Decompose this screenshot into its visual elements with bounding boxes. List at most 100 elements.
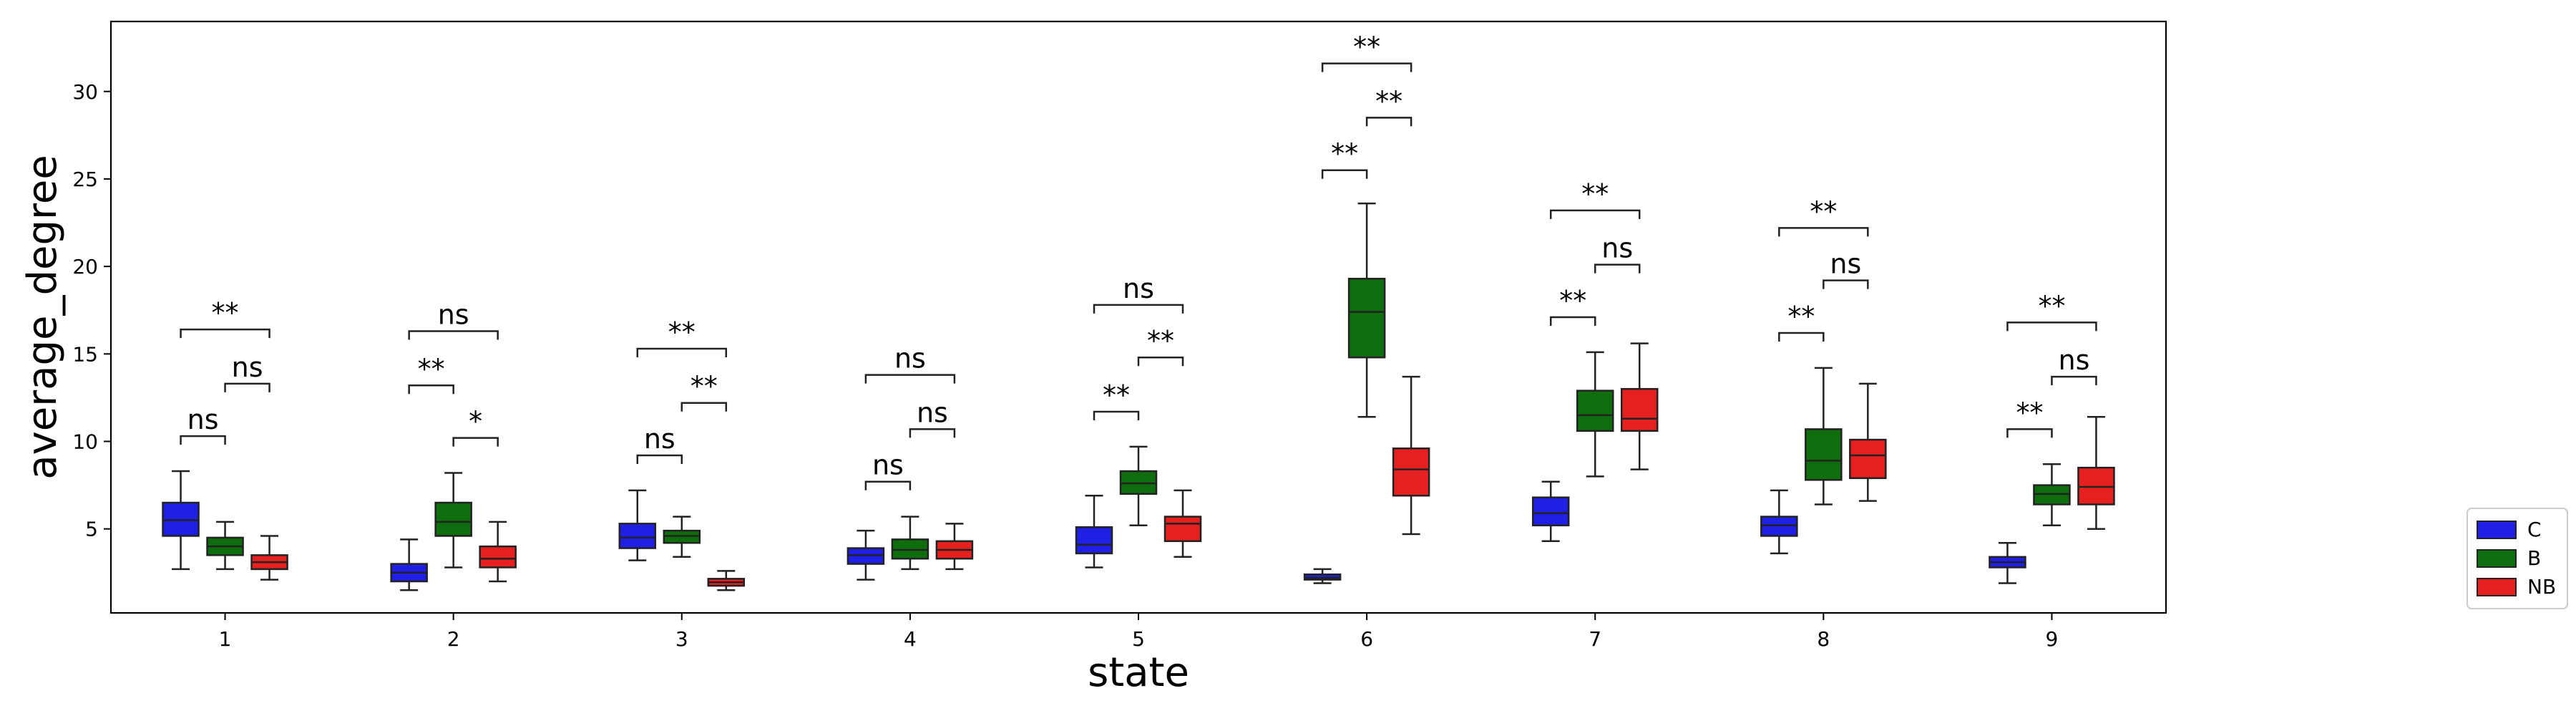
significance-label: ** bbox=[1353, 32, 1380, 63]
box-NB-state-4 bbox=[935, 523, 974, 571]
y-tick-label: 20 bbox=[72, 255, 98, 279]
significance-bracket: ** bbox=[1093, 379, 1140, 420]
bracket-line bbox=[1137, 356, 1184, 367]
box-body bbox=[1392, 448, 1430, 497]
significance-bracket: ns bbox=[224, 352, 270, 392]
bracket-line bbox=[1321, 62, 1413, 72]
bracket-line bbox=[636, 454, 683, 465]
bracket-line bbox=[1778, 332, 1825, 342]
box-B-state-4 bbox=[891, 516, 930, 571]
x-tick-label: 8 bbox=[1817, 627, 1830, 651]
significance-bracket: ** bbox=[636, 316, 728, 357]
box-C-state-8 bbox=[1760, 489, 1798, 555]
box-C-state-3 bbox=[618, 489, 657, 561]
plot-area: 5 10 15 20 25 30 1 2 3 4 5 6 7 8 9 bbox=[72, 20, 2167, 651]
legend-swatch-C bbox=[2477, 521, 2517, 539]
y-tick-label: 30 bbox=[72, 80, 98, 104]
box-NB-state-6 bbox=[1392, 375, 1430, 536]
x-tick-label: 4 bbox=[904, 627, 917, 651]
significance-label: ns bbox=[644, 423, 675, 455]
significance-label: ** bbox=[2016, 397, 2043, 428]
bracket-line bbox=[180, 328, 270, 339]
significance-label: ** bbox=[691, 371, 718, 402]
significance-bracket: ** bbox=[408, 353, 454, 395]
box-body bbox=[1075, 526, 1113, 555]
x-axis-title: state bbox=[1088, 649, 1189, 696]
box-NB-state-7 bbox=[1620, 342, 1659, 470]
bracket-line bbox=[909, 428, 956, 438]
bracket-line bbox=[1549, 316, 1596, 326]
legend-swatch-B bbox=[2477, 549, 2517, 568]
box-body bbox=[1163, 516, 1202, 543]
significance-label: ** bbox=[1581, 178, 1609, 210]
bracket-line bbox=[1093, 410, 1140, 420]
significance-label: ** bbox=[2038, 290, 2065, 321]
significance-label: * bbox=[469, 406, 482, 437]
bracket-line bbox=[2006, 321, 2097, 332]
box-body bbox=[1531, 496, 1570, 527]
significance-label: ns bbox=[1123, 273, 1154, 304]
box-body bbox=[1347, 277, 1386, 359]
box-NB-state-3 bbox=[707, 570, 746, 591]
bracket-line bbox=[408, 330, 499, 340]
significance-bracket: ** bbox=[1778, 195, 1869, 237]
box-body bbox=[1805, 428, 1843, 481]
bracket-line bbox=[636, 347, 728, 357]
bracket-line bbox=[2051, 375, 2097, 386]
significance-label: ** bbox=[1559, 285, 1586, 316]
legend: CB NB bbox=[2467, 508, 2568, 609]
x-tick-label: 9 bbox=[2046, 627, 2059, 651]
box-B-state-5 bbox=[1119, 445, 1158, 527]
x-tick-label: 5 bbox=[1132, 627, 1145, 651]
x-tick-label: 1 bbox=[219, 627, 232, 651]
significance-bracket: ns bbox=[2051, 344, 2097, 386]
significance-label: ns bbox=[894, 343, 926, 374]
y-tick-label: 5 bbox=[85, 518, 98, 541]
box-body bbox=[1849, 438, 1887, 480]
legend-label-B: B bbox=[2527, 546, 2541, 570]
bracket-line bbox=[1778, 227, 1869, 237]
bracket-line bbox=[1594, 263, 1641, 274]
significance-bracket: ns bbox=[636, 423, 683, 465]
box-body bbox=[1620, 387, 1659, 432]
y-tick-label: 10 bbox=[72, 430, 98, 454]
bracket-line bbox=[452, 437, 499, 447]
box-C-state-2 bbox=[390, 538, 428, 591]
box-C-state-1 bbox=[162, 470, 200, 571]
significance-label: ns bbox=[872, 450, 904, 481]
x-tick-label: 7 bbox=[1589, 627, 1601, 651]
significance-label: ** bbox=[1103, 379, 1130, 411]
significance-annotations: nsns*****nsns****nsnsns****ns********ns*… bbox=[180, 32, 2097, 490]
significance-bracket: ** bbox=[1321, 138, 1368, 179]
box-body bbox=[479, 545, 517, 569]
box-NB-state-1 bbox=[250, 535, 288, 581]
box-body bbox=[434, 501, 472, 537]
significance-bracket: ns bbox=[408, 299, 499, 340]
y-axis-title: average_degree bbox=[19, 155, 66, 480]
significance-label: ** bbox=[1147, 325, 1174, 357]
significance-bracket: ** bbox=[2006, 290, 2097, 332]
legend-swatch-NB bbox=[2477, 578, 2517, 596]
significance-bracket: ** bbox=[1321, 32, 1413, 72]
significance-bracket: ns bbox=[864, 343, 956, 384]
significance-bracket: ns bbox=[864, 450, 912, 490]
legend-label-C: C bbox=[2527, 518, 2542, 541]
box-C-state-5 bbox=[1075, 495, 1113, 569]
significance-bracket: * bbox=[452, 406, 499, 447]
significance-label: ns bbox=[1601, 233, 1633, 264]
box-C-state-9 bbox=[1989, 541, 2026, 584]
significance-label: ** bbox=[668, 316, 696, 348]
bracket-line bbox=[1321, 169, 1368, 179]
box-B-state-8 bbox=[1805, 367, 1843, 505]
significance-bracket: ns bbox=[1093, 273, 1184, 314]
significance-label: ns bbox=[187, 404, 219, 435]
significance-label: ** bbox=[1375, 85, 1402, 117]
box-body bbox=[618, 523, 657, 549]
bracket-line bbox=[224, 382, 270, 392]
box-B-state-6 bbox=[1347, 202, 1386, 418]
significance-bracket: ** bbox=[1365, 85, 1413, 127]
significance-bracket: ** bbox=[2006, 397, 2053, 438]
significance-bracket: ns bbox=[180, 404, 226, 445]
x-tick-label: 6 bbox=[1360, 627, 1373, 651]
